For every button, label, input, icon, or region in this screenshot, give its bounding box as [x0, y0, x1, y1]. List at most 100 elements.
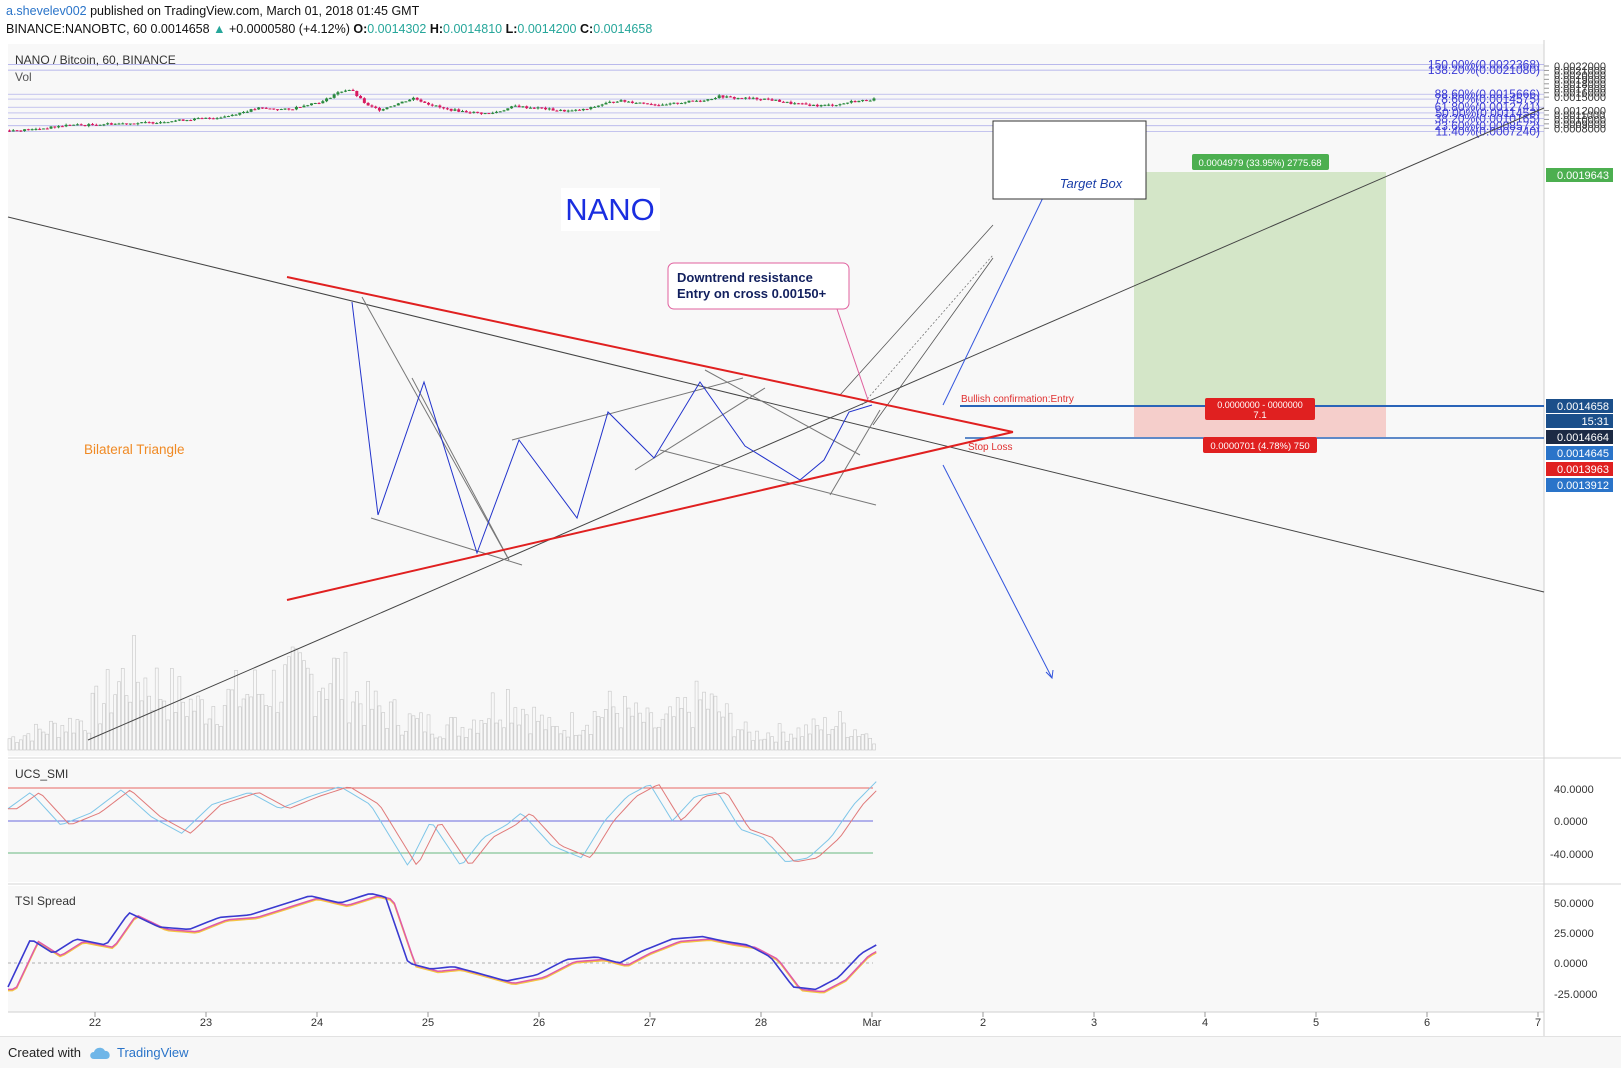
candle-body[interactable] [672, 102, 676, 104]
tsi-pane[interactable] [8, 886, 1544, 1012]
candle-body[interactable] [661, 104, 665, 106]
candle-body[interactable] [132, 123, 136, 125]
candle-body[interactable] [106, 123, 110, 125]
candle-body[interactable] [555, 110, 559, 112]
candle-body[interactable] [612, 101, 615, 103]
candle-body[interactable] [483, 113, 487, 115]
candle-body[interactable] [230, 114, 234, 117]
candle-body[interactable] [83, 125, 87, 127]
candle-body[interactable] [155, 123, 159, 125]
candle-body[interactable] [45, 128, 49, 130]
bearish-arrow[interactable] [942, 464, 1053, 679]
author-link[interactable]: a.shevelev002 [6, 4, 87, 18]
long-uptrend-line[interactable] [87, 107, 1545, 741]
candle-body[interactable] [717, 95, 721, 99]
pattern-line[interactable] [411, 377, 510, 561]
triangle-lower-line[interactable] [286, 431, 1014, 601]
candle-body[interactable] [457, 109, 461, 112]
price-tag[interactable] [1546, 478, 1613, 492]
candle-body[interactable] [53, 126, 57, 128]
fibonacci-levels[interactable]: 150.00%(0.0022368)138.20%(0.0021080) 88.6… [8, 57, 1544, 139]
candle-body[interactable] [400, 101, 404, 104]
candle-body[interactable] [211, 118, 215, 120]
candle-body[interactable] [687, 100, 691, 103]
candle-body[interactable] [121, 123, 125, 125]
candle-body[interactable] [691, 100, 695, 102]
candle-body[interactable] [559, 109, 563, 111]
candle-body[interactable] [540, 107, 544, 109]
candle-body[interactable] [627, 101, 631, 103]
candle-body[interactable] [578, 109, 582, 111]
candle-body[interactable] [593, 106, 597, 108]
candle-body[interactable] [355, 91, 359, 97]
candle-body[interactable] [793, 103, 797, 105]
target-zone[interactable] [1134, 172, 1386, 405]
candlesticks[interactable] [8, 88, 876, 133]
candle-body[interactable] [657, 105, 661, 107]
candle-body[interactable] [189, 120, 193, 122]
candle-body[interactable] [434, 105, 438, 107]
candle-body[interactable] [449, 108, 453, 111]
candle-body[interactable] [268, 108, 272, 110]
candle-body[interactable] [468, 112, 472, 114]
candle-body[interactable] [174, 120, 178, 122]
candle-body[interactable] [461, 111, 464, 113]
candle-body[interactable] [162, 122, 166, 124]
candle-body[interactable] [570, 110, 574, 112]
candle-body[interactable] [242, 111, 246, 113]
candle-body[interactable] [34, 128, 38, 130]
candle-body[interactable] [544, 107, 548, 110]
candle-body[interactable] [60, 126, 64, 128]
candle-body[interactable] [759, 99, 763, 101]
candle-body[interactable] [706, 99, 710, 101]
long-downtrend-line[interactable] [7, 216, 1545, 593]
triangle-upper-line[interactable] [286, 276, 1014, 433]
candle-body[interactable] [638, 102, 642, 104]
candle-body[interactable] [785, 101, 789, 103]
candle-body[interactable] [479, 112, 483, 114]
candle-body[interactable] [11, 130, 15, 132]
candle-body[interactable] [581, 108, 585, 111]
candle-body[interactable] [634, 102, 638, 104]
candle-body[interactable] [208, 117, 212, 119]
candle-body[interactable] [551, 108, 555, 111]
candle-body[interactable] [766, 98, 770, 100]
candle-body[interactable] [283, 108, 287, 110]
candle-body[interactable] [789, 101, 793, 104]
candle-body[interactable] [763, 98, 766, 100]
candle-body[interactable] [872, 98, 876, 101]
candle-body[interactable] [170, 121, 174, 123]
candle-body[interactable] [770, 99, 774, 101]
candle-body[interactable] [732, 97, 736, 99]
candle-body[interactable] [755, 97, 759, 100]
candle-body[interactable] [842, 103, 846, 105]
candle-body[interactable] [532, 107, 536, 109]
candle-body[interactable] [291, 109, 295, 111]
candle-body[interactable] [547, 108, 551, 110]
candle-body[interactable] [487, 113, 491, 115]
pattern-line[interactable] [361, 296, 510, 561]
price-axis[interactable]: 0.00220000.00210000.00200000.00190000.00… [1544, 61, 1613, 492]
candle-body[interactable] [774, 99, 778, 101]
candle-body[interactable] [177, 119, 181, 121]
candle-body[interactable] [834, 105, 838, 107]
candle-body[interactable] [136, 123, 140, 125]
wave-path[interactable] [351, 301, 873, 555]
candle-body[interactable] [26, 129, 30, 131]
candle-body[interactable] [196, 118, 200, 120]
candle-body[interactable] [166, 122, 170, 124]
candle-body[interactable] [502, 110, 506, 112]
candle-body[interactable] [630, 101, 634, 103]
candle-body[interactable] [377, 107, 381, 111]
candle-body[interactable] [536, 107, 540, 109]
candle-body[interactable] [868, 100, 872, 102]
candle-body[interactable] [49, 126, 53, 129]
candle-body[interactable] [128, 123, 132, 125]
price-tag[interactable] [1546, 168, 1613, 182]
channel-line[interactable] [872, 257, 994, 426]
candle-body[interactable] [857, 100, 861, 103]
candle-body[interactable] [740, 97, 744, 99]
candle-body[interactable] [419, 99, 423, 102]
candle-body[interactable] [68, 124, 72, 126]
candle-body[interactable] [698, 100, 702, 102]
